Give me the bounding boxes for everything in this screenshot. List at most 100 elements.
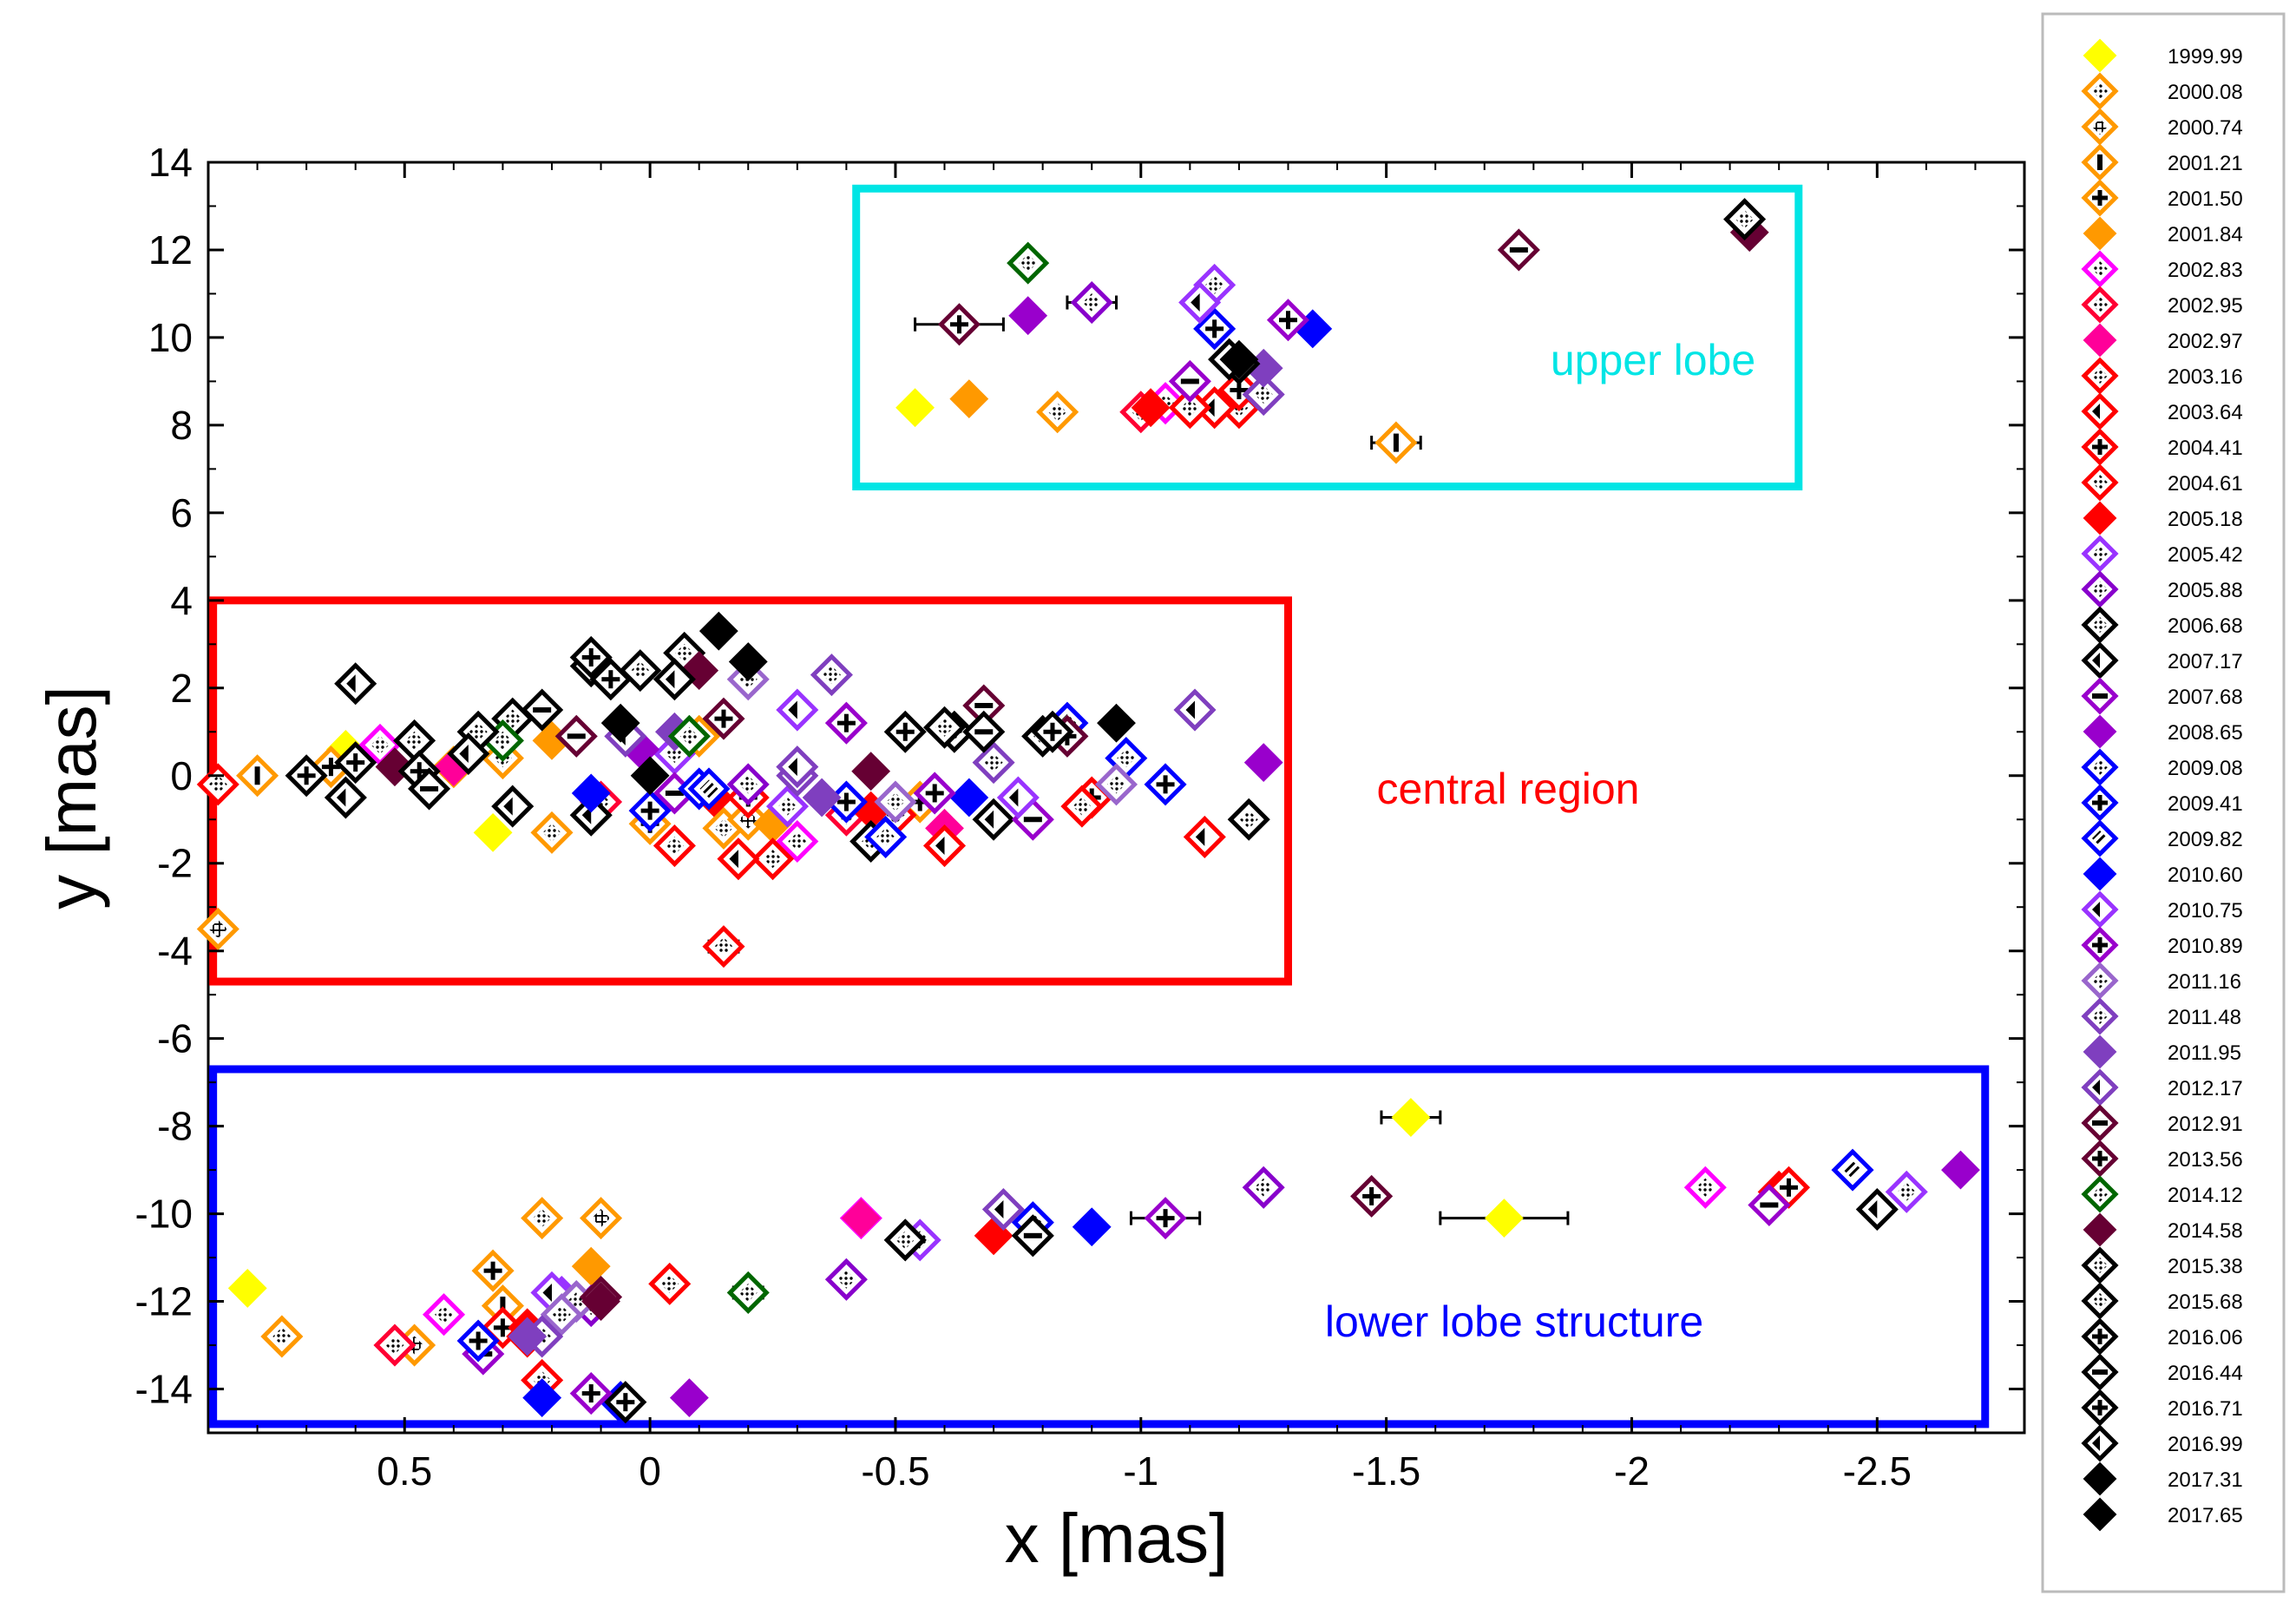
marker-fill xyxy=(1239,810,1258,829)
data-point xyxy=(726,763,770,806)
marker-fill xyxy=(764,850,783,869)
marker-body xyxy=(1097,703,1136,743)
data-point xyxy=(236,754,279,798)
legend: 1999.99 2000.08 2000.74 2001.21 2001.50 2001.… xyxy=(2041,12,2286,1593)
data-point xyxy=(962,710,1006,753)
legend-marker xyxy=(2081,570,2119,608)
legend-marker xyxy=(2081,1282,2119,1320)
legend-marker xyxy=(2081,108,2119,146)
y-tick-label: 2 xyxy=(170,666,193,711)
legend-label: 2017.65 xyxy=(2168,1504,2243,1527)
marker-fill xyxy=(1185,700,1196,719)
legend-marker xyxy=(2081,179,2119,217)
marker-fill xyxy=(254,766,260,785)
data-point xyxy=(1748,1183,1791,1227)
legend-box xyxy=(2041,12,2286,1593)
marker-fill xyxy=(1254,1178,1273,1197)
x-tick-label: -2.5 xyxy=(1843,1448,1912,1494)
legend-label: 2014.58 xyxy=(2168,1219,2243,1243)
marker-fill xyxy=(974,729,994,735)
marker-fill xyxy=(2092,693,2108,699)
marker-fill xyxy=(1180,378,1199,384)
data-point xyxy=(810,653,853,697)
legend-label: 1999.99 xyxy=(2168,45,2243,69)
marker-body xyxy=(2083,714,2117,749)
marker-fill xyxy=(2092,475,2108,490)
marker-body xyxy=(2083,216,2117,251)
marker-fill xyxy=(208,775,227,794)
y-tick-label: 14 xyxy=(148,140,193,185)
region-label: lower lobe structure xyxy=(1325,1297,1703,1346)
marker-fill xyxy=(2092,404,2100,419)
marker-fill xyxy=(500,1297,506,1316)
legend-label: 2011.16 xyxy=(2168,970,2241,994)
marker-fill xyxy=(1019,253,1038,273)
data-point xyxy=(702,697,745,740)
marker-fill xyxy=(1760,1202,1779,1208)
marker-fill xyxy=(956,315,961,334)
legend-label: 2014.12 xyxy=(2168,1184,2243,1207)
marker-fill xyxy=(2092,759,2108,775)
marker-fill xyxy=(2097,1400,2102,1415)
marker-fill xyxy=(2092,902,2100,917)
legend-label: 2004.61 xyxy=(2168,472,2243,496)
marker-fill xyxy=(2092,368,2108,384)
data-point xyxy=(776,745,819,789)
legend-label: 2005.88 xyxy=(2168,579,2243,602)
marker-fill xyxy=(304,766,309,785)
marker-fill xyxy=(385,1336,404,1355)
marker-fill xyxy=(2092,1293,2108,1309)
marker-fill xyxy=(2092,1080,2100,1095)
legend-label: 2007.68 xyxy=(2168,686,2243,709)
marker-fill xyxy=(1696,1178,1715,1197)
y-tick-label: -2 xyxy=(157,841,193,886)
marker-fill xyxy=(542,1283,552,1302)
marker-fill xyxy=(608,670,613,689)
marker-fill xyxy=(371,735,390,754)
legend-marker xyxy=(2083,857,2117,891)
legend-label: 2012.91 xyxy=(2168,1113,2243,1136)
legend-label: 2007.17 xyxy=(2168,650,2243,673)
marker-fill xyxy=(777,797,797,816)
marker-body xyxy=(508,1317,548,1356)
legend-label: 2017.31 xyxy=(2168,1468,2243,1492)
marker-fill xyxy=(994,1200,1004,1219)
legend-label: 2016.06 xyxy=(2168,1326,2243,1350)
data-point xyxy=(456,1319,500,1363)
data-point xyxy=(648,1262,692,1305)
data-point xyxy=(972,798,1015,841)
marker-body xyxy=(1219,339,1259,379)
marker-fill xyxy=(503,797,513,816)
marker-fill xyxy=(1195,827,1205,846)
marker-fill xyxy=(2092,1008,2108,1024)
data-point xyxy=(1072,1207,1112,1247)
legend-label: 2005.42 xyxy=(2168,543,2243,567)
legend-marker xyxy=(2081,1139,2119,1178)
marker-fill xyxy=(647,801,653,820)
data-point xyxy=(604,1381,647,1424)
legend-label: 2003.64 xyxy=(2168,401,2243,424)
marker-fill xyxy=(974,702,994,708)
legend-label: 2005.18 xyxy=(2168,508,2243,531)
marker-fill xyxy=(714,818,733,837)
marker-fill xyxy=(1050,722,1055,741)
marker-fill xyxy=(2097,154,2102,170)
marker-body xyxy=(949,778,989,818)
marker-fill xyxy=(1205,275,1224,294)
data-point xyxy=(922,824,967,868)
legend-label: 2016.71 xyxy=(2168,1397,2243,1421)
data-point xyxy=(324,776,367,819)
marker-body xyxy=(2083,1461,2117,1496)
points-layer xyxy=(196,198,1980,1424)
marker-fill xyxy=(843,792,849,811)
y-tick-label: 10 xyxy=(148,315,193,360)
data-point xyxy=(408,767,451,811)
y-tick-label: 12 xyxy=(148,227,193,273)
data-point xyxy=(530,811,574,854)
y-tick-label: -14 xyxy=(135,1367,193,1412)
data-point xyxy=(883,1218,927,1262)
data-point xyxy=(669,1378,709,1418)
data-point xyxy=(491,785,535,828)
marker-fill xyxy=(665,670,675,689)
marker-fill xyxy=(405,731,424,750)
